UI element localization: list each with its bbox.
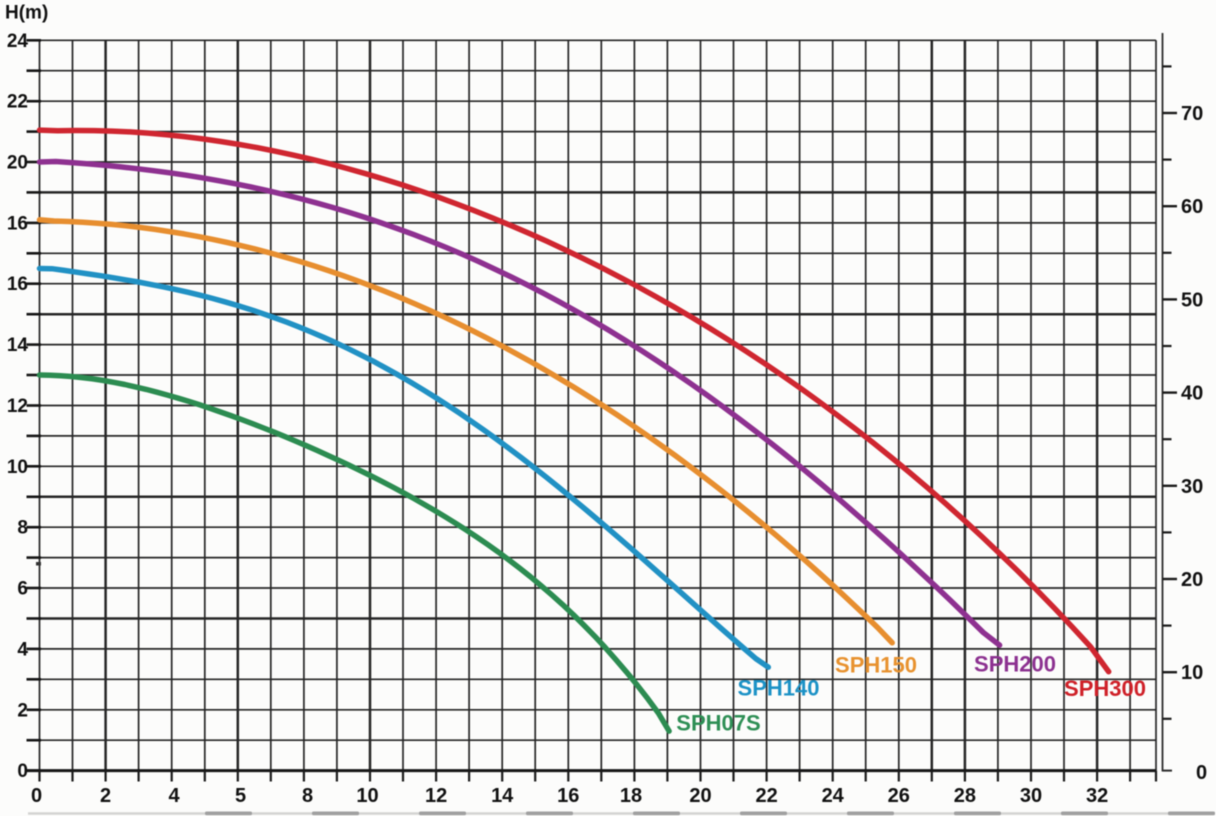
svg-text:70: 70 (1181, 103, 1203, 125)
svg-text:0: 0 (17, 761, 28, 782)
svg-text:32: 32 (1086, 785, 1108, 807)
svg-text:4: 4 (17, 639, 28, 660)
svg-text:18: 18 (620, 785, 642, 807)
svg-text:14: 14 (7, 335, 29, 356)
svg-text:4: 4 (168, 785, 180, 807)
svg-text:8: 8 (302, 785, 313, 807)
svg-text:2: 2 (17, 700, 28, 721)
svg-text:6: 6 (17, 579, 28, 600)
svg-text:SPH150: SPH150 (835, 653, 917, 678)
svg-text:16: 16 (7, 213, 28, 234)
svg-text:16: 16 (7, 274, 28, 295)
svg-text:30: 30 (1020, 785, 1042, 807)
svg-text:8: 8 (17, 518, 28, 539)
svg-text:10: 10 (7, 457, 28, 478)
svg-text:H(m): H(m) (5, 3, 48, 24)
svg-text:10: 10 (356, 785, 378, 807)
svg-text:50: 50 (1181, 289, 1203, 311)
svg-text:60: 60 (1181, 196, 1203, 218)
svg-text:24: 24 (7, 31, 29, 52)
svg-text:30: 30 (1181, 476, 1203, 498)
svg-text:SPH200: SPH200 (974, 652, 1056, 677)
svg-text:24: 24 (822, 785, 845, 807)
svg-text:14: 14 (491, 785, 514, 807)
svg-text:12: 12 (7, 396, 28, 417)
svg-text:2: 2 (100, 785, 111, 807)
svg-text:20: 20 (7, 153, 28, 174)
svg-text:28: 28 (954, 785, 976, 807)
svg-text:SPH300: SPH300 (1064, 676, 1146, 701)
svg-text:16: 16 (557, 785, 579, 807)
svg-text:22: 22 (755, 785, 777, 807)
svg-text:20: 20 (1181, 569, 1203, 591)
svg-text:0: 0 (1196, 762, 1207, 784)
svg-text:SPH07S: SPH07S (676, 711, 760, 736)
svg-text:SPH140: SPH140 (738, 676, 820, 701)
svg-text:12: 12 (425, 785, 447, 807)
svg-text:0: 0 (31, 785, 42, 807)
svg-text:20: 20 (689, 785, 711, 807)
svg-text:10: 10 (1181, 662, 1203, 684)
svg-text:5: 5 (235, 785, 246, 807)
svg-text:26: 26 (888, 785, 910, 807)
svg-text:22: 22 (7, 92, 28, 113)
svg-text:40: 40 (1181, 383, 1203, 405)
